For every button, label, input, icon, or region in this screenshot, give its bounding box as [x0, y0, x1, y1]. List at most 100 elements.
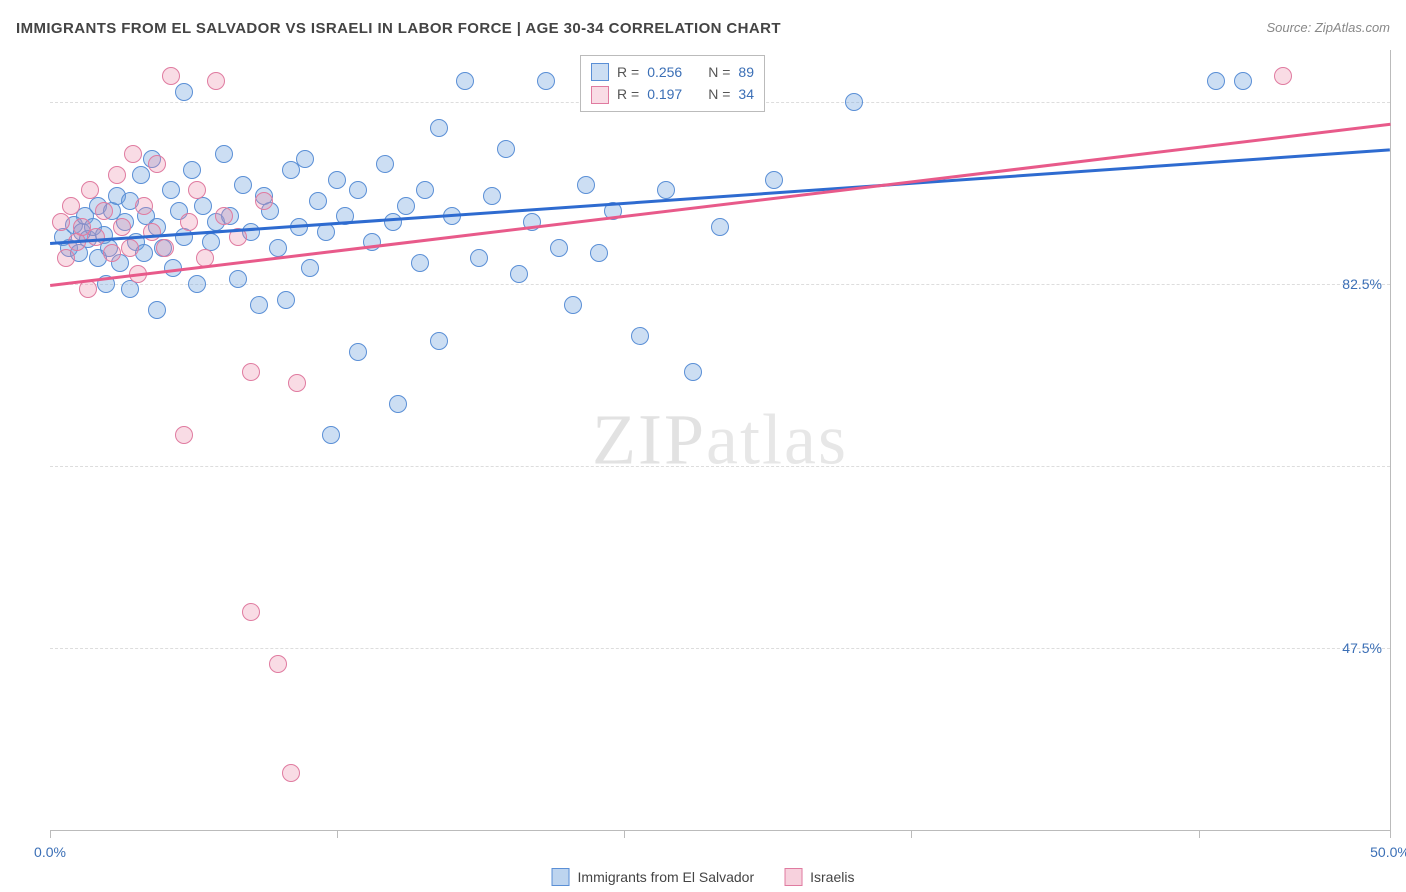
- legend-swatch: [784, 868, 802, 886]
- data-point: [52, 213, 70, 231]
- data-point: [269, 239, 287, 257]
- data-point: [188, 275, 206, 293]
- data-point: [384, 213, 402, 231]
- data-point: [255, 192, 273, 210]
- data-point: [95, 202, 113, 220]
- stat-key: R =: [617, 83, 639, 105]
- data-point: [430, 332, 448, 350]
- data-point: [1207, 72, 1225, 90]
- x-tick: [911, 830, 912, 838]
- data-point: [277, 291, 295, 309]
- data-point: [250, 296, 268, 314]
- stats-box: R = 0.256 N = 89R = 0.197 N = 34: [580, 55, 765, 112]
- data-point: [301, 259, 319, 277]
- data-point: [296, 150, 314, 168]
- stats-row: R = 0.197 N = 34: [591, 83, 754, 105]
- data-point: [550, 239, 568, 257]
- gridline: [50, 648, 1390, 649]
- series-swatch: [591, 86, 609, 104]
- data-point: [684, 363, 702, 381]
- x-tick: [1199, 830, 1200, 838]
- data-point: [288, 374, 306, 392]
- data-point: [309, 192, 327, 210]
- data-point: [456, 72, 474, 90]
- data-point: [577, 176, 595, 194]
- data-point: [229, 270, 247, 288]
- data-point: [81, 181, 99, 199]
- stat-key: N =: [708, 61, 730, 83]
- data-point: [183, 161, 201, 179]
- data-point: [113, 218, 131, 236]
- data-point: [416, 181, 434, 199]
- x-tick: [50, 830, 51, 838]
- y-tick-label: 47.5%: [1342, 640, 1382, 656]
- data-point: [234, 176, 252, 194]
- data-point: [175, 426, 193, 444]
- stat-key: N =: [708, 83, 730, 105]
- y-tick-label: 82.5%: [1342, 276, 1382, 292]
- data-point: [242, 363, 260, 381]
- data-point: [590, 244, 608, 262]
- data-point: [121, 239, 139, 257]
- data-point: [564, 296, 582, 314]
- x-tick: [624, 830, 625, 838]
- data-point: [497, 140, 515, 158]
- data-point: [765, 171, 783, 189]
- data-point: [537, 72, 555, 90]
- data-point: [1274, 67, 1292, 85]
- source-attribution: Source: ZipAtlas.com: [1266, 20, 1390, 35]
- legend: Immigrants from El Salvador Israelis: [552, 868, 855, 886]
- data-point: [328, 171, 346, 189]
- data-point: [103, 244, 121, 262]
- data-point: [62, 197, 80, 215]
- stat-n-value: 34: [738, 83, 754, 105]
- data-point: [175, 228, 193, 246]
- legend-item: Israelis: [784, 868, 854, 886]
- data-point: [376, 155, 394, 173]
- data-point: [175, 83, 193, 101]
- legend-swatch: [552, 868, 570, 886]
- stat-r-value: 0.197: [647, 83, 682, 105]
- data-point: [121, 280, 139, 298]
- data-point: [162, 67, 180, 85]
- watermark: ZIPatlas: [592, 399, 848, 482]
- data-point: [207, 72, 225, 90]
- data-point: [162, 181, 180, 199]
- data-point: [132, 166, 150, 184]
- legend-item: Immigrants from El Salvador: [552, 868, 755, 886]
- gridline: [50, 284, 1390, 285]
- gridline: [50, 466, 1390, 467]
- data-point: [1234, 72, 1252, 90]
- x-tick-label: 50.0%: [1370, 844, 1406, 860]
- data-point: [430, 119, 448, 137]
- legend-label: Israelis: [810, 869, 854, 885]
- trend-line: [50, 123, 1390, 287]
- data-point: [282, 764, 300, 782]
- data-point: [148, 301, 166, 319]
- stat-r-value: 0.256: [647, 61, 682, 83]
- data-point: [148, 155, 166, 173]
- data-point: [631, 327, 649, 345]
- legend-label: Immigrants from El Salvador: [578, 869, 755, 885]
- correlation-scatter-plot: ZIPatlas 47.5%82.5%0.0%50.0%R =0.256N =8…: [50, 50, 1391, 831]
- data-point: [349, 181, 367, 199]
- data-point: [57, 249, 75, 267]
- data-point: [411, 254, 429, 272]
- data-point: [87, 228, 105, 246]
- data-point: [188, 181, 206, 199]
- chart-title: IMMIGRANTS FROM EL SALVADOR VS ISRAELI I…: [16, 20, 781, 37]
- data-point: [215, 145, 233, 163]
- x-tick: [337, 830, 338, 838]
- data-point: [269, 655, 287, 673]
- stat-n-value: 89: [738, 61, 754, 83]
- data-point: [483, 187, 501, 205]
- data-point: [397, 197, 415, 215]
- data-point: [389, 395, 407, 413]
- data-point: [845, 93, 863, 111]
- data-point: [510, 265, 528, 283]
- data-point: [135, 197, 153, 215]
- x-tick-label: 0.0%: [34, 844, 66, 860]
- data-point: [657, 181, 675, 199]
- x-tick: [1390, 830, 1391, 838]
- data-point: [180, 213, 198, 231]
